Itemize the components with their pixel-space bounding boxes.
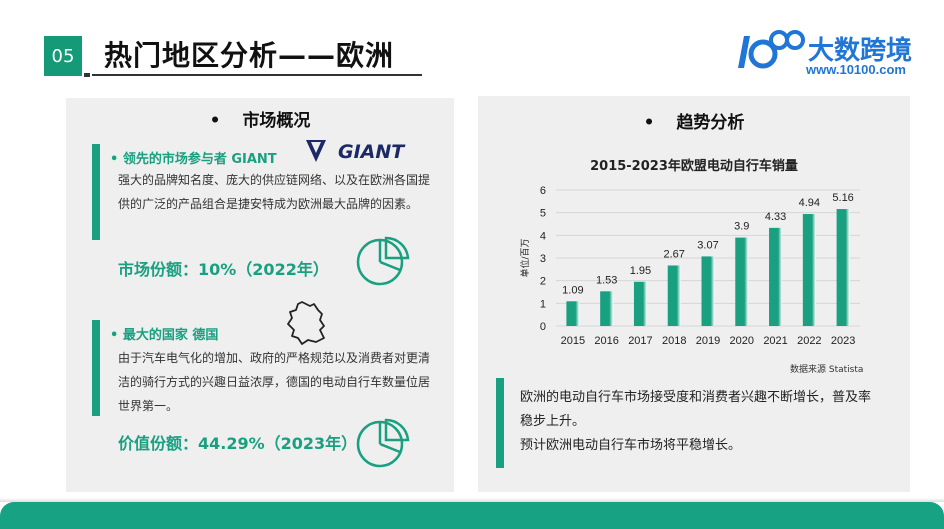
footer-band xyxy=(0,498,944,529)
trend-summary-text: 欧洲的电动自行车市场接受度和消费者兴趣不断增长，普及率稳步上升。 预计欧洲电动自… xyxy=(520,386,880,458)
trend-line-2: 预计欧洲电动自行车市场将平稳增长。 xyxy=(520,438,742,453)
bar xyxy=(667,265,681,326)
y-tick-label: 3 xyxy=(540,253,546,265)
bar xyxy=(701,256,715,326)
brand-name: 大数跨境 xyxy=(808,36,913,66)
x-tick-label: 2019 xyxy=(696,335,720,347)
y-tick-label: 6 xyxy=(540,185,546,197)
data-label: 3.07 xyxy=(697,239,718,251)
bar xyxy=(633,281,647,326)
brand-url[interactable]: www.10100.com xyxy=(806,62,906,77)
data-label: 4.94 xyxy=(799,197,820,209)
title-underline xyxy=(84,73,422,77)
page-title: 热门地区分析——欧洲 xyxy=(104,39,395,72)
data-label: 4.33 xyxy=(765,211,786,223)
chart-source: 数据来源 Statista xyxy=(790,365,864,375)
brand-mark-icon xyxy=(738,30,805,69)
data-label: 5.16 xyxy=(832,192,853,204)
x-tick-label: 2020 xyxy=(730,335,754,347)
market-share-text: 市场份额：10%（2022年） xyxy=(118,260,329,279)
y-tick-label: 5 xyxy=(540,208,546,220)
data-label: 2.67 xyxy=(664,248,685,260)
value-pie-chart-icon xyxy=(356,418,410,468)
x-tick-label: 2023 xyxy=(831,335,855,347)
x-tick-label: 2022 xyxy=(797,335,821,347)
giant-logo-text: GIANT xyxy=(338,141,406,163)
data-label: 1.09 xyxy=(562,284,583,296)
country-title: • 最大的国家 德国 xyxy=(110,328,219,343)
germany-map-icon xyxy=(287,301,325,345)
y-tick-label: 4 xyxy=(540,230,546,242)
market-overview-panel xyxy=(66,98,454,492)
value-share-text: 价值份额：44.29%（2023年） xyxy=(118,434,358,453)
leader-description: 强大的品牌知名度、庞大的供应链网络、以及在欧洲各国提供的广泛的产品组合是捷安特成… xyxy=(118,173,431,211)
bar xyxy=(735,237,749,326)
chart-title: 2015-2023年欧盟电动自行车销量 xyxy=(590,159,798,174)
x-tick-label: 2016 xyxy=(594,335,618,347)
bar xyxy=(566,301,580,326)
leader-title: • 领先的市场参与者 GIANT xyxy=(110,152,277,167)
country-accent-bar xyxy=(92,320,100,416)
leader-accent-bar xyxy=(92,144,100,240)
bar xyxy=(600,291,614,326)
section-number-badge: 05 xyxy=(44,36,82,76)
x-tick-label: 2021 xyxy=(763,335,787,347)
y-tick-label: 2 xyxy=(540,276,546,288)
y-axis-label: 单位/百万 xyxy=(519,238,531,277)
sales-bar-chart: 0 1 2 3 4 5 6 单位/百万 1.09 2015 1.53 2016 1.95 2017 2.67… xyxy=(519,185,860,347)
trend-analysis-heading: • 趋势分析 xyxy=(643,113,745,133)
market-overview-heading: • 市场概况 xyxy=(209,111,311,131)
bar xyxy=(802,214,816,326)
brand-logo[interactable]: 大数跨境 www.10100.com xyxy=(732,28,922,80)
data-label: 3.9 xyxy=(734,221,749,233)
pie-chart-icon xyxy=(356,236,410,286)
bar xyxy=(836,209,850,326)
x-tick-label: 2017 xyxy=(628,335,652,347)
bar xyxy=(769,227,783,326)
giant-logo-icon: GIANT xyxy=(306,140,406,163)
trend-line-1: 欧洲的电动自行车市场接受度和消费者兴趣不断增长，普及率稳步上升。 xyxy=(520,390,872,429)
y-tick-label: 1 xyxy=(540,298,546,310)
country-description: 由于汽车电气化的增加、政府的严格规范以及消费者对更清洁的骑行方式的兴趣日益浓厚，… xyxy=(118,351,431,413)
data-label: 1.53 xyxy=(596,274,617,286)
x-tick-label: 2015 xyxy=(561,335,585,347)
y-tick-label: 0 xyxy=(540,321,546,333)
trend-accent-bar xyxy=(496,378,504,468)
data-label: 1.95 xyxy=(630,265,651,277)
x-tick-label: 2018 xyxy=(662,335,686,347)
